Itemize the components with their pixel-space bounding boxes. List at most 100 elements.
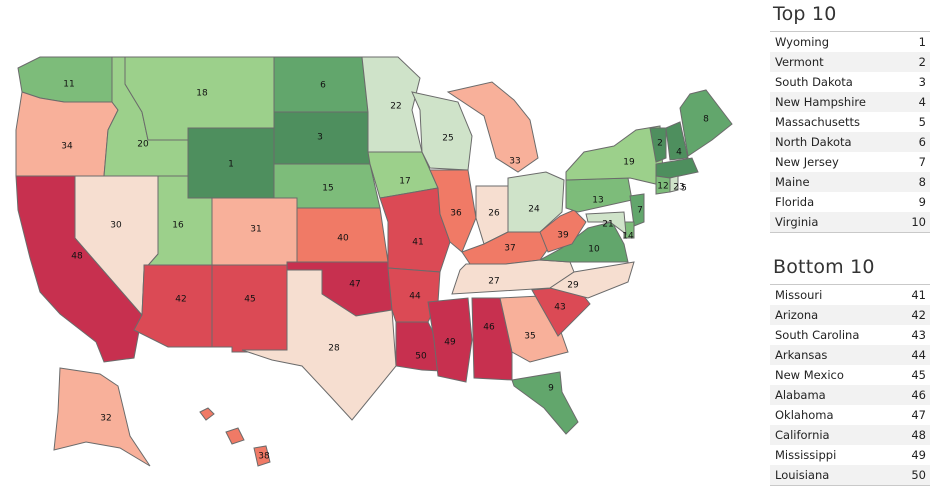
state-wv[interactable] [539, 209, 587, 253]
table-row[interactable]: Louisiana 50 [770, 465, 930, 485]
state-ny[interactable] [565, 125, 665, 187]
state-mi[interactable] [446, 81, 539, 173]
rank-label-nj: 7 [637, 206, 643, 216]
state-name: Mississippi [775, 448, 837, 462]
rank-label-va: 10 [588, 245, 600, 255]
rank-label-co: 31 [250, 225, 261, 235]
rank-value: 1 [918, 35, 926, 49]
state-name: Massachusetts [775, 115, 860, 129]
table-row[interactable]: New Hampshire 4 [770, 92, 930, 112]
state-nm[interactable] [211, 264, 288, 353]
rank-label-hi: 38 [258, 452, 270, 462]
state-rank-labels: 1134483020181164231456315404728221741445… [61, 80, 709, 462]
state-ma[interactable] [655, 157, 699, 179]
table-row[interactable]: Arkansas 44 [770, 345, 930, 365]
state-ms[interactable] [427, 297, 473, 383]
rank-label-de: 14 [622, 232, 634, 242]
rank-label-ak: 32 [100, 414, 111, 424]
rank-label-fl: 9 [548, 384, 554, 394]
state-az[interactable] [133, 264, 213, 348]
state-nh[interactable] [665, 121, 689, 161]
rank-label-al: 46 [483, 323, 495, 333]
state-name: South Carolina [775, 328, 860, 342]
state-name: Wyoming [775, 35, 829, 49]
table-row[interactable]: Wyoming 1 [770, 32, 930, 52]
rank-value: 5 [918, 115, 926, 129]
state-tx[interactable] [241, 269, 397, 421]
state-hi[interactable] [199, 407, 271, 467]
rank-value: 8 [918, 175, 926, 189]
state-name: Arizona [775, 308, 819, 322]
rank-value: 6 [918, 135, 926, 149]
rank-label-tx: 28 [328, 344, 340, 354]
table-row[interactable]: Florida 9 [770, 192, 930, 212]
table-row[interactable]: Vermont 2 [770, 52, 930, 72]
rank-label-mo: 41 [412, 238, 423, 248]
table-row[interactable]: New Mexico 45 [770, 365, 930, 385]
table-row[interactable]: California 48 [770, 425, 930, 445]
bottom10-panel: Bottom 10 Missouri 41 Arizona 42 South Car… [770, 256, 930, 486]
state-nc[interactable] [548, 261, 635, 299]
table-row[interactable]: South Dakota 3 [770, 72, 930, 92]
state-name: North Dakota [775, 135, 852, 149]
rank-value: 43 [911, 328, 926, 342]
table-row[interactable]: Arizona 42 [770, 305, 930, 325]
rank-value: 49 [911, 448, 926, 462]
state-il[interactable] [429, 169, 477, 253]
state-fl[interactable] [511, 371, 579, 435]
rank-value: 46 [911, 388, 926, 402]
table-row[interactable]: North Dakota 6 [770, 132, 930, 152]
table-row[interactable]: South Carolina 43 [770, 325, 930, 345]
rank-value: 2 [918, 55, 926, 69]
rank-label-ok: 47 [349, 280, 360, 290]
table-row[interactable]: New Jersey 7 [770, 152, 930, 172]
state-wi[interactable] [411, 91, 473, 171]
rank-value: 10 [911, 215, 926, 229]
rank-label-mt: 18 [196, 89, 208, 99]
rank-label-la: 50 [415, 352, 427, 362]
rank-label-ct: 12 [657, 182, 668, 192]
table-row[interactable]: Maine 8 [770, 172, 930, 192]
state-ak[interactable] [53, 367, 151, 467]
state-al[interactable] [471, 297, 513, 381]
rank-label-nv: 30 [110, 221, 122, 231]
state-name: New Jersey [775, 155, 839, 169]
rank-label-sc: 43 [554, 303, 565, 313]
table-row[interactable]: Massachusetts 5 [770, 112, 930, 132]
rank-label-az: 42 [175, 295, 186, 305]
rank-label-md: 21 [602, 220, 613, 230]
state-ri[interactable] [669, 175, 679, 193]
rank-label-ms: 49 [444, 338, 456, 348]
rank-label-pa: 13 [592, 196, 603, 206]
table-row[interactable]: Missouri 41 [770, 285, 930, 305]
state-name: Louisiana [775, 468, 830, 482]
rank-label-sd: 3 [317, 133, 323, 143]
rank-label-wv: 39 [557, 231, 569, 241]
rank-label-in: 26 [488, 209, 500, 219]
state-nj[interactable] [629, 193, 645, 227]
rank-label-wi: 25 [442, 134, 453, 144]
rank-value: 9 [918, 195, 926, 209]
state-md[interactable] [585, 211, 627, 236]
state-name: California [775, 428, 830, 442]
state-me[interactable] [679, 89, 733, 157]
state-mn[interactable] [361, 56, 423, 153]
rank-value: 50 [911, 468, 926, 482]
rank-label-ks: 40 [337, 234, 349, 244]
state-or[interactable] [15, 91, 119, 177]
state-shapes [15, 56, 733, 467]
rank-label-il: 36 [450, 209, 462, 219]
table-row[interactable]: Virginia 10 [770, 212, 930, 232]
rank-value: 3 [918, 75, 926, 89]
table-row[interactable]: Oklahoma 47 [770, 405, 930, 425]
rank-label-ma: 5 [681, 184, 687, 194]
state-name: Arkansas [775, 348, 828, 362]
table-row[interactable]: Alabama 46 [770, 385, 930, 405]
table-row[interactable]: Mississippi 49 [770, 445, 930, 465]
rank-label-me: 8 [703, 115, 709, 125]
state-vt[interactable] [649, 127, 667, 163]
rank-value: 45 [911, 368, 926, 382]
us-state-rank-map: 1134483020181164231456315404728221741445… [15, 56, 733, 467]
state-name: New Mexico [775, 368, 844, 382]
rank-value: 48 [911, 428, 926, 442]
